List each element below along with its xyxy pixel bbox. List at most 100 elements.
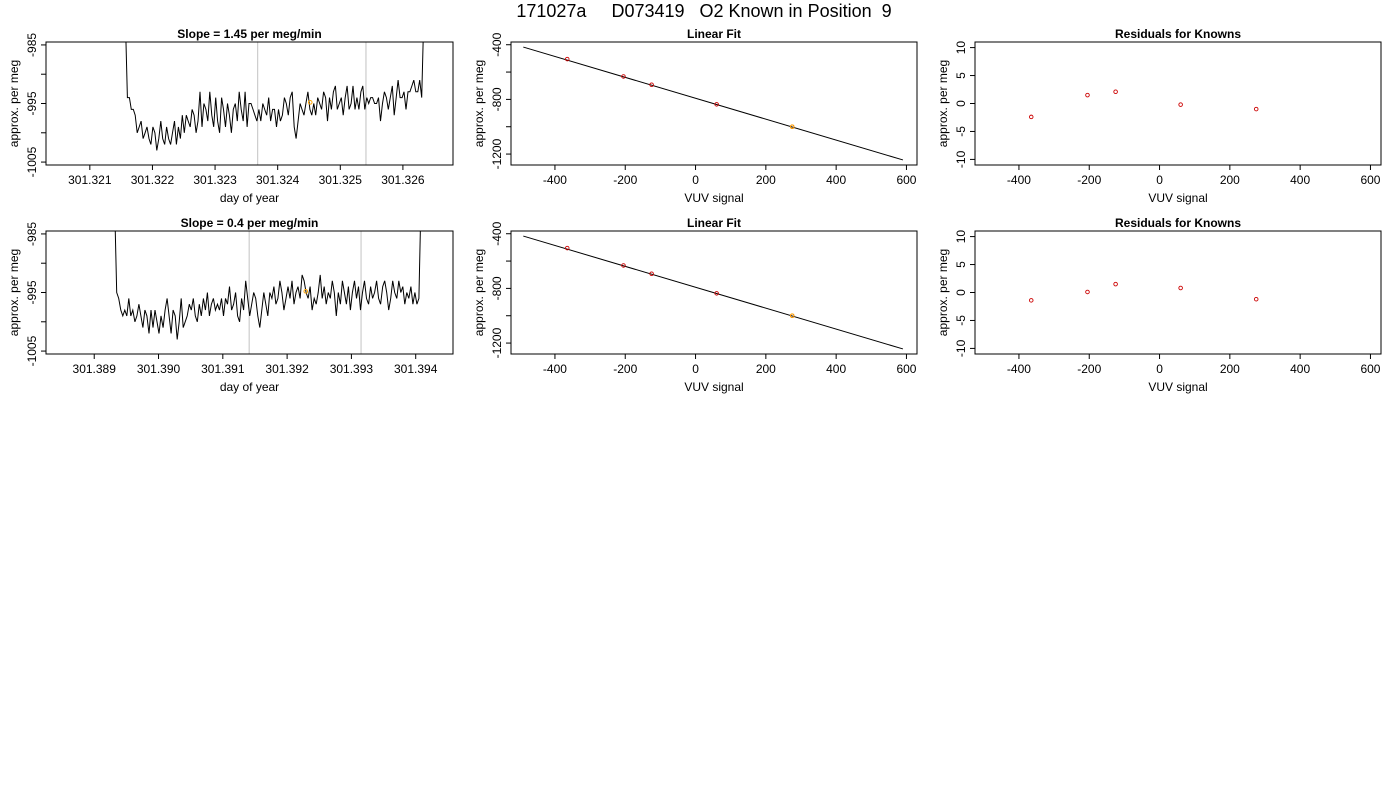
chart-panel-3: -400 -200 0 200 400 600 -10 -5 0 5 10 Residuals for… bbox=[936, 27, 1382, 205]
highlight-point bbox=[789, 124, 795, 130]
data-point bbox=[1028, 114, 1034, 120]
y-tick-label: -10 bbox=[954, 150, 968, 168]
x-tick-label: 301.389 bbox=[73, 362, 117, 376]
x-tick-label: 301.392 bbox=[265, 362, 309, 376]
x-tick-label: -200 bbox=[613, 173, 637, 187]
x-tick-label: 0 bbox=[692, 362, 699, 376]
y-axis-label: approx. per meg bbox=[936, 60, 950, 147]
panel-title: Linear Fit bbox=[687, 27, 741, 41]
y-tick-label: -985 bbox=[25, 33, 39, 57]
x-tick-label: 600 bbox=[896, 173, 916, 187]
x-tick-label: 301.390 bbox=[137, 362, 181, 376]
x-tick-label: 0 bbox=[1156, 173, 1163, 187]
plot-frame bbox=[974, 230, 1382, 355]
y-tick-label: 5 bbox=[954, 72, 968, 79]
data-point bbox=[1253, 296, 1259, 302]
fit-line bbox=[523, 235, 904, 350]
plot-frame bbox=[510, 41, 918, 166]
y-axis-label: approx. per meg bbox=[936, 249, 950, 336]
y-tick-label: -10 bbox=[954, 339, 968, 357]
x-axis-label: VUV signal bbox=[684, 191, 743, 205]
y-tick-label: -400 bbox=[490, 221, 504, 245]
x-axis-label: VUV signal bbox=[1148, 380, 1207, 394]
chart-panel-2: -400 -200 0 200 400 600 -1200 -800 -400 Linear Fi… bbox=[472, 27, 918, 205]
data-point bbox=[621, 74, 626, 79]
y-tick-label: -985 bbox=[25, 222, 39, 246]
y-tick-label: -5 bbox=[954, 126, 968, 137]
data-point bbox=[649, 82, 654, 88]
x-tick-label: -400 bbox=[543, 173, 567, 187]
panel-title: Linear Fit bbox=[687, 216, 741, 230]
x-tick-label: 600 bbox=[896, 362, 916, 376]
data-point bbox=[564, 56, 570, 62]
x-tick-label: 200 bbox=[756, 173, 776, 187]
x-tick-label: 200 bbox=[1220, 362, 1240, 376]
plot-frame bbox=[974, 41, 1382, 166]
x-tick-label: 301.391 bbox=[201, 362, 245, 376]
y-tick-label: 0 bbox=[954, 289, 968, 296]
x-tick-label: -200 bbox=[613, 362, 637, 376]
x-axis-label: VUV signal bbox=[1148, 191, 1207, 205]
chart-panel-1: 301.321 301.322 301.323 301.324 301.325 301.3… bbox=[7, 27, 454, 205]
data-point bbox=[1178, 102, 1183, 107]
data-point bbox=[621, 263, 626, 268]
x-tick-label: 301.394 bbox=[394, 362, 438, 376]
x-tick-label: 0 bbox=[1156, 362, 1163, 376]
data-point bbox=[714, 102, 719, 107]
x-tick-label: 400 bbox=[826, 362, 846, 376]
plot-frame bbox=[510, 230, 918, 355]
data-point bbox=[649, 271, 654, 277]
x-tick-label: 301.323 bbox=[193, 173, 237, 187]
data-point bbox=[1113, 89, 1118, 95]
highlight-point bbox=[789, 313, 795, 319]
x-tick-label: 301.325 bbox=[319, 173, 363, 187]
y-tick-label: -1005 bbox=[25, 146, 39, 177]
x-tick-label: -400 bbox=[1007, 173, 1031, 187]
x-tick-label: 200 bbox=[1220, 173, 1240, 187]
y-axis-label: approx. per meg bbox=[7, 249, 21, 336]
y-axis-label: approx. per meg bbox=[7, 60, 21, 147]
x-tick-label: 301.322 bbox=[131, 173, 175, 187]
y-tick-label: -800 bbox=[490, 87, 504, 111]
y-tick-label: -5 bbox=[954, 315, 968, 326]
y-axis-label: approx. per meg bbox=[472, 249, 486, 336]
data-point bbox=[1178, 285, 1183, 291]
series-line bbox=[114, 231, 421, 340]
panel-title: Residuals for Knowns bbox=[1115, 27, 1241, 41]
chart-panel-6: -400 -200 0 200 400 600 -10 -5 0 5 10 Residuals for… bbox=[936, 216, 1382, 394]
y-tick-label: -1005 bbox=[25, 335, 39, 366]
y-tick-label: 10 bbox=[954, 41, 968, 55]
x-axis-label: day of year bbox=[220, 380, 279, 394]
y-tick-label: -1200 bbox=[490, 327, 504, 358]
data-point bbox=[1028, 298, 1034, 303]
y-tick-label: -1200 bbox=[490, 138, 504, 169]
y-tick-label: 5 bbox=[954, 261, 968, 268]
data-point bbox=[1085, 289, 1090, 295]
series-line bbox=[125, 42, 424, 151]
x-tick-label: 301.321 bbox=[68, 173, 112, 187]
y-tick-label: -400 bbox=[490, 32, 504, 56]
x-tick-label: 600 bbox=[1360, 173, 1380, 187]
y-tick-label: -800 bbox=[490, 276, 504, 300]
x-axis-label: day of year bbox=[220, 191, 279, 205]
x-tick-label: 0 bbox=[692, 173, 699, 187]
x-tick-label: -200 bbox=[1077, 362, 1101, 376]
x-tick-label: 301.393 bbox=[330, 362, 374, 376]
x-tick-label: 301.324 bbox=[256, 173, 300, 187]
chart-panel-4: 301.389 301.390 301.391 301.392 301.393 301.3… bbox=[7, 216, 454, 394]
data-point bbox=[1113, 281, 1118, 287]
panel-title: Slope = 0.4 per meg/min bbox=[181, 216, 319, 230]
x-tick-label: 400 bbox=[1290, 362, 1310, 376]
x-tick-label: 200 bbox=[756, 362, 776, 376]
y-tick-label: -995 bbox=[25, 280, 39, 304]
x-tick-label: 600 bbox=[1360, 362, 1380, 376]
x-tick-label: -400 bbox=[1007, 362, 1031, 376]
y-tick-label: 10 bbox=[954, 230, 968, 244]
x-tick-label: 301.326 bbox=[381, 173, 425, 187]
x-tick-label: -200 bbox=[1077, 173, 1101, 187]
fit-line bbox=[523, 46, 904, 161]
x-tick-label: 400 bbox=[826, 173, 846, 187]
x-tick-label: 400 bbox=[1290, 173, 1310, 187]
y-tick-label: -995 bbox=[25, 91, 39, 115]
highlight-point bbox=[307, 100, 313, 105]
